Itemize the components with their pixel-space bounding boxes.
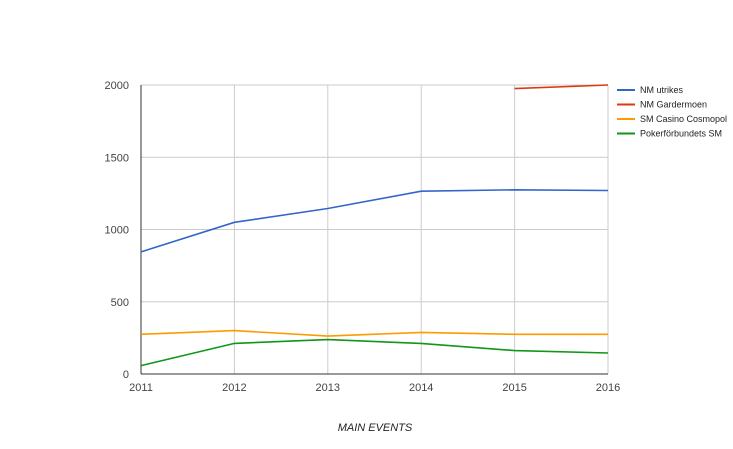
- legend-label: NM utrikes: [640, 85, 684, 95]
- legend-label: Pokerförbundets SM: [640, 129, 722, 139]
- x-tick-label: 2012: [222, 382, 246, 394]
- y-tick-label: 1500: [105, 152, 129, 164]
- y-tick-label: 1000: [105, 225, 129, 237]
- legend-label: NM Gardermoen: [640, 100, 707, 110]
- x-tick-label: 2013: [316, 382, 340, 394]
- series-line-sm-casino-cosmopol: [140, 329, 608, 337]
- x-tick-label: 2015: [502, 382, 526, 394]
- x-tick-label: 2016: [596, 382, 620, 394]
- axes: 0 500 1000 1500 2000 2011 2012 2013 2014 2015 2016: [105, 80, 621, 394]
- series-line-nm-utrikes: [140, 188, 609, 253]
- gridlines: [141, 84, 609, 374]
- x-tick-label: 2014: [409, 382, 433, 394]
- y-tick-label: 500: [111, 297, 129, 309]
- series-line-pokerf-rbundets-sm: [140, 338, 609, 367]
- series-line-nm-gardermoen: [514, 84, 609, 90]
- x-tick-label: 2011: [129, 382, 153, 394]
- legend-label: SM Casino Cosmopol: [640, 114, 727, 124]
- y-tick-label: 0: [123, 369, 129, 381]
- series-lines: [140, 84, 609, 367]
- legend: NM utrikes NM Gardermoen SM Casino Cosmopo…: [617, 85, 727, 139]
- x-axis-label: MAIN EVENTS: [338, 422, 413, 434]
- y-tick-label: 2000: [105, 80, 129, 92]
